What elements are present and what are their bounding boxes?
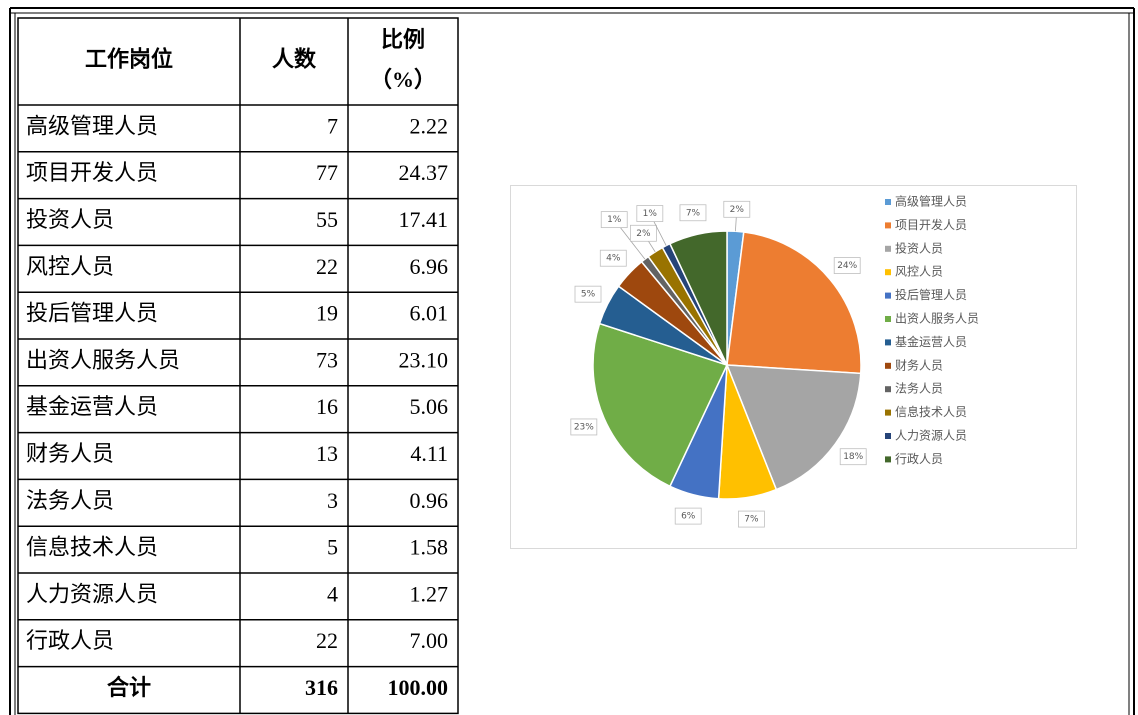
data-label-box	[636, 205, 664, 222]
table-cell: 出资人服务人员	[26, 347, 180, 372]
table-cell: 4	[327, 581, 338, 606]
legend-swatch	[885, 433, 891, 439]
data-label-box	[679, 204, 707, 222]
table-cell: 5.06	[410, 394, 449, 419]
table-cell: 77	[316, 160, 338, 185]
data-label-box	[738, 510, 765, 528]
table-cell: 3	[327, 488, 338, 513]
data-label: 6%	[681, 512, 696, 522]
data-label-box	[574, 285, 602, 303]
pie-slice	[726, 231, 862, 375]
data-label: 24%	[837, 261, 857, 271]
table-cell: 1.58	[410, 535, 449, 560]
table-cell: 73	[316, 347, 338, 372]
legend-label: 项目开发人员	[895, 217, 967, 232]
table-cell: 6.01	[410, 301, 449, 326]
legend-swatch	[885, 292, 891, 299]
total-cell: 316	[305, 675, 338, 700]
table-cell: 23.10	[399, 347, 449, 372]
legend-swatch	[885, 222, 891, 229]
legend-label: 出资人服务人员	[895, 311, 979, 326]
table-cell: 风控人员	[26, 254, 114, 279]
data-label: 4%	[606, 254, 621, 264]
data-label-box	[833, 257, 861, 274]
pie-slice	[592, 322, 729, 488]
legend-swatch	[885, 199, 891, 205]
column-header: （%）	[370, 67, 436, 92]
table-cell: 4.11	[410, 441, 448, 466]
table-cell: 6.96	[410, 254, 449, 279]
data-label: 23%	[574, 422, 594, 432]
column-header: 比例	[381, 27, 425, 52]
data-label-box	[600, 211, 628, 229]
data-label-box	[570, 418, 598, 436]
data-label-box	[630, 224, 657, 242]
data-label: 18%	[843, 452, 863, 462]
table-cell: 高级管理人员	[26, 113, 158, 138]
legend-label: 财务人员	[895, 357, 943, 372]
table-cell: 16	[316, 394, 338, 419]
table-cell: 0.96	[410, 488, 449, 513]
table-cell: 项目开发人员	[26, 160, 158, 185]
total-cell: 100.00	[388, 675, 449, 700]
table-cell: 24.37	[399, 160, 449, 185]
legend-swatch	[885, 316, 891, 322]
data-label: 2%	[730, 205, 745, 215]
pie-slice	[725, 364, 862, 491]
legend-swatch	[885, 409, 891, 416]
legend-swatch	[885, 269, 891, 276]
total-cell: 合计	[107, 675, 151, 700]
table-cell: 投后管理人员	[26, 301, 158, 326]
legend-label: 人力资源人员	[895, 429, 967, 443]
table-cell: 信息技术人员	[26, 535, 158, 560]
table-cell: 基金运营人员	[26, 394, 158, 419]
legend-swatch	[885, 456, 891, 463]
table-cell: 财务人员	[26, 441, 114, 466]
table-cell: 7	[327, 113, 338, 138]
pie-slice	[668, 230, 728, 366]
table-cell: 5	[327, 535, 338, 560]
table-cell: 22	[316, 254, 338, 279]
table-cell: 55	[316, 207, 338, 232]
data-label: 5%	[581, 290, 596, 300]
table-cell: 1.27	[410, 581, 449, 606]
table-cell: 投资人员	[26, 207, 114, 232]
legend-label: 法务人员	[895, 381, 943, 396]
data-label-box	[839, 448, 867, 466]
data-label-box	[723, 200, 751, 218]
table-cell: 17.41	[399, 207, 449, 232]
table-cell: 人力资源人员	[26, 581, 158, 606]
legend-label: 信息技术人员	[895, 404, 967, 419]
legend-label: 投后管理人员	[895, 287, 967, 302]
data-label: 1%	[643, 209, 658, 219]
legend-swatch	[885, 245, 891, 252]
legend-label: 风控人员	[895, 265, 943, 279]
legend-label: 高级管理人员	[895, 194, 967, 209]
column-header: 工作岗位	[85, 47, 173, 72]
table-cell: 2.22	[410, 113, 449, 138]
legend-label: 行政人员	[895, 452, 943, 466]
legend-label: 投资人员	[895, 240, 943, 255]
legend-label: 基金运营人员	[895, 334, 967, 349]
table-frame	[17, 17, 459, 715]
data-label-box	[674, 507, 702, 525]
data-label-box	[599, 249, 627, 267]
data-label: 7%	[686, 208, 701, 218]
data-label: 2%	[636, 229, 651, 239]
table-cell: 7.00	[410, 628, 449, 653]
table-cell: 行政人员	[26, 628, 114, 653]
data-label: 1%	[607, 215, 622, 225]
table-cell: 法务人员	[26, 488, 114, 513]
table-cell: 13	[316, 441, 338, 466]
legend-swatch	[885, 386, 891, 393]
table-cell: 22	[316, 628, 338, 653]
data-label: 7%	[744, 515, 759, 525]
legend-swatch	[885, 362, 891, 369]
table-cell: 19	[316, 301, 338, 326]
legend-swatch	[885, 339, 891, 346]
column-header: 人数	[272, 47, 317, 72]
